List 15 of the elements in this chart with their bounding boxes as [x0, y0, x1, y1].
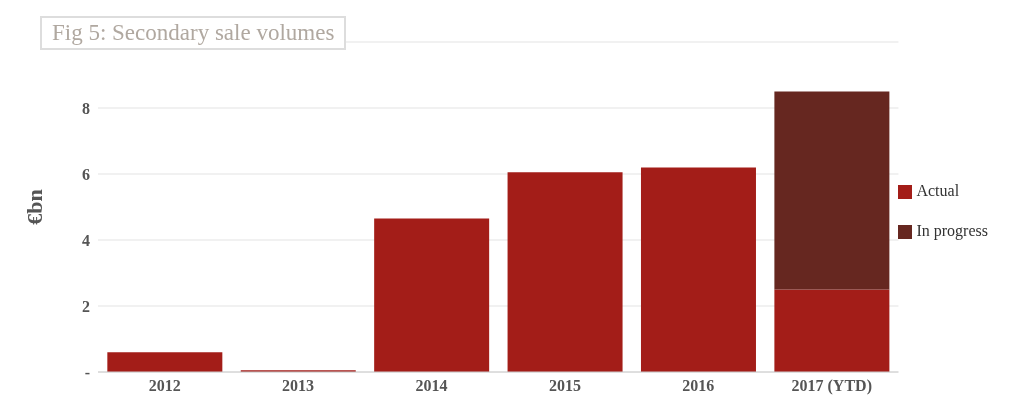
x-tick-label: 2012 — [148, 377, 181, 395]
legend-label: In progress — [916, 221, 988, 239]
x-tick-label: 2016 — [682, 377, 715, 395]
y-tick-label: 4 — [82, 231, 90, 249]
legend-label: Actual — [916, 181, 960, 199]
y-tick-label: 6 — [82, 165, 90, 183]
x-tick-label: 2014 — [415, 377, 448, 395]
y-axis-title: €bn — [21, 189, 47, 225]
y-tick-label: 2 — [82, 297, 90, 315]
chart-title: Fig 5: Secondary sale volumes — [40, 16, 347, 50]
y-tick-label: - — [84, 363, 90, 381]
x-tick-label: 2017 (YTD) — [791, 377, 872, 396]
x-tick-label: 2013 — [282, 377, 315, 395]
x-tick-label: 2015 — [548, 377, 581, 395]
y-tick-label: 8 — [82, 99, 90, 117]
